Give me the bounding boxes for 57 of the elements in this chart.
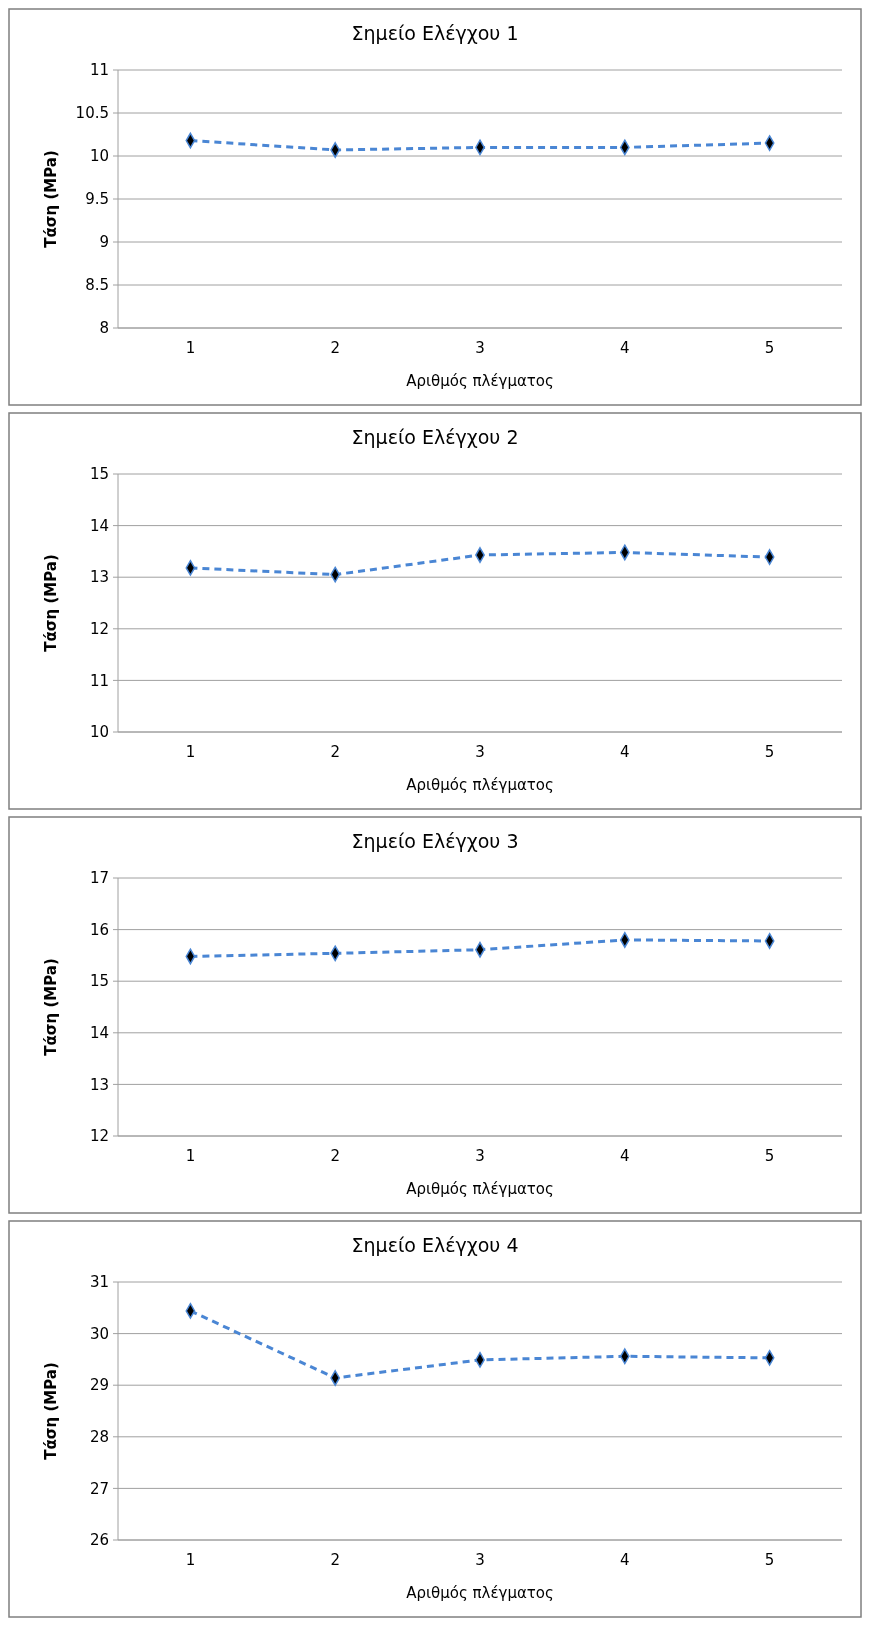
y-tick-label: 10 [89, 723, 109, 742]
y-tick-label: 16 [89, 920, 109, 939]
y-tick-label: 15 [89, 972, 109, 991]
x-tick-label: 3 [475, 1551, 485, 1569]
x-tick-label: 1 [185, 743, 196, 761]
x-tick-label: 2 [330, 1147, 340, 1165]
y-tick-label: 12 [89, 1127, 109, 1146]
chart-title: Σημείο Ελέγχου 1 [351, 22, 519, 44]
x-axis-title: Αριθμός πλέγματος [406, 1180, 554, 1198]
y-axis-title: Τάση (MPa) [42, 1362, 60, 1460]
y-tick-label: 11 [89, 671, 109, 690]
y-tick-label: 29 [89, 1376, 109, 1395]
y-tick-label: 9 [99, 233, 109, 252]
y-tick-label: 31 [89, 1273, 109, 1292]
y-tick-label: 11 [89, 61, 109, 80]
x-tick-label: 1 [185, 339, 196, 357]
x-tick-label: 1 [185, 1551, 196, 1569]
chart-title: Σημείο Ελέγχου 3 [351, 830, 519, 852]
y-tick-label: 30 [89, 1324, 109, 1343]
x-tick-label: 3 [475, 1147, 485, 1165]
x-tick-label: 3 [475, 743, 485, 761]
x-axis-title: Αριθμός πλέγματος [406, 776, 554, 794]
x-axis-title: Αριθμός πλέγματος [406, 372, 554, 390]
x-tick-label: 4 [620, 1147, 630, 1165]
y-tick-label: 12 [89, 620, 109, 639]
y-tick-label: 13 [89, 1075, 109, 1094]
x-tick-label: 2 [330, 1551, 340, 1569]
x-tick-label: 4 [620, 1551, 630, 1569]
x-tick-label: 5 [764, 743, 775, 761]
x-tick-label: 3 [475, 339, 485, 357]
x-tick-label: 4 [620, 743, 630, 761]
x-tick-label: 5 [764, 1147, 775, 1165]
x-tick-label: 2 [330, 339, 340, 357]
x-axis-title: Αριθμός πλέγματος [406, 1584, 554, 1602]
y-axis-title: Τάση (MPa) [42, 958, 60, 1056]
y-tick-label: 13 [89, 568, 109, 587]
y-tick-label: 10 [89, 147, 109, 166]
y-tick-label: 14 [89, 1024, 109, 1043]
y-axis-title: Τάση (MPa) [42, 554, 60, 652]
y-tick-label: 10.5 [75, 104, 109, 123]
x-tick-label: 2 [330, 743, 340, 761]
y-tick-label: 8 [99, 319, 109, 338]
y-tick-label: 17 [89, 869, 109, 888]
y-tick-label: 26 [89, 1531, 109, 1550]
x-tick-label: 4 [620, 339, 630, 357]
y-axis-title: Τάση (MPa) [42, 150, 60, 248]
y-tick-label: 14 [89, 516, 109, 535]
y-tick-label: 27 [89, 1479, 109, 1498]
y-tick-label: 28 [89, 1428, 109, 1447]
y-tick-label: 9.5 [85, 190, 109, 209]
x-tick-label: 5 [764, 1551, 775, 1569]
x-tick-label: 1 [185, 1147, 196, 1165]
chart-title: Σημείο Ελέγχου 4 [351, 1234, 519, 1256]
x-tick-label: 5 [764, 339, 775, 357]
y-tick-label: 8.5 [85, 276, 109, 295]
y-tick-label: 15 [89, 465, 109, 484]
chart-title: Σημείο Ελέγχου 2 [351, 426, 519, 448]
